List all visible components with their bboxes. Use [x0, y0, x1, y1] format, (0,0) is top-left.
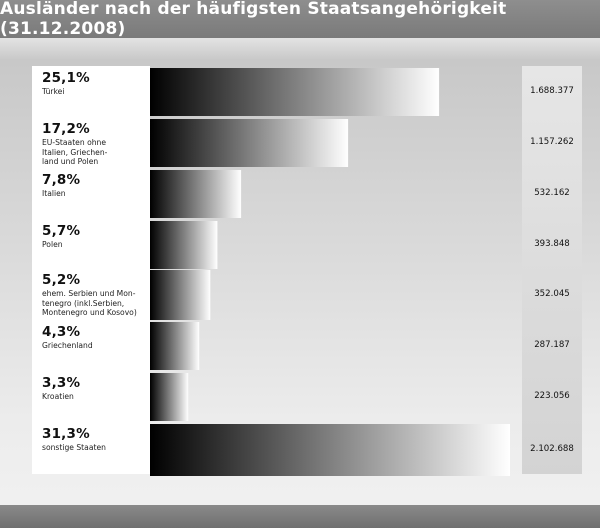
row-label-5: 4,3% Griechenland: [42, 324, 152, 351]
value-label-1: 1.157.262: [530, 137, 574, 147]
bar-7: [150, 424, 510, 476]
percent-label: 3,3%: [42, 375, 81, 391]
category-label: EU-Staaten ohne Italien, Griechen- land …: [42, 138, 108, 166]
row-label-3: 5,7% Polen: [42, 223, 152, 250]
value-label-3: 393.848: [534, 239, 570, 249]
bar-3: [150, 221, 218, 269]
category-label: Kroatien: [42, 392, 74, 401]
value-label-7: 2.102.688: [530, 444, 574, 454]
bar-0: [150, 68, 440, 116]
percent-label: 17,2%: [42, 121, 90, 137]
row-label-1: 17,2% EU-Staaten ohne Italien, Griechen- …: [42, 121, 152, 167]
percent-label: 5,7%: [42, 223, 81, 239]
bar-6: [150, 373, 189, 421]
percent-label: 31,3%: [42, 426, 90, 442]
bars-group: [150, 68, 510, 476]
row-label-6: 3,3% Kroatien: [42, 375, 152, 402]
percent-label: 7,8%: [42, 172, 81, 188]
bar-4: [150, 270, 211, 320]
row-label-2: 7,8% Italien: [42, 172, 152, 199]
value-label-0: 1.688.377: [530, 86, 574, 96]
category-label: Polen: [42, 240, 63, 249]
percent-label: 5,2%: [42, 272, 81, 288]
bar-1: [150, 119, 349, 167]
row-label-7: 31,3% sonstige Staaten: [42, 426, 152, 453]
category-label: Griechenland: [42, 341, 93, 350]
chart-title: Ausländer nach der häufigsten Staatsange…: [0, 0, 507, 39]
label-panel: [32, 66, 150, 474]
row-label-4: 5,2% ehem. Serbien und Mon- tenegro (inkl…: [42, 272, 152, 318]
value-label-6: 223.056: [534, 391, 570, 401]
footer-bar: [0, 505, 600, 528]
category-label: Türkei: [42, 87, 65, 96]
percent-label: 4,3%: [42, 324, 81, 340]
category-label: Italien: [42, 189, 66, 198]
bar-5: [150, 322, 200, 370]
chart-title-bar: Ausländer nach der häufigsten Staatsange…: [0, 0, 600, 39]
value-label-2: 532.162: [534, 188, 570, 198]
percent-label: 25,1%: [42, 70, 90, 86]
row-label-0: 25,1% Türkei: [42, 70, 152, 97]
category-label: sonstige Staaten: [42, 443, 106, 452]
value-label-5: 287.187: [534, 340, 570, 350]
category-label: ehem. Serbien und Mon- tenegro (inkl.Ser…: [42, 289, 137, 317]
value-label-4: 352.045: [534, 289, 570, 299]
value-panel: [522, 66, 582, 474]
bar-2: [150, 170, 242, 218]
